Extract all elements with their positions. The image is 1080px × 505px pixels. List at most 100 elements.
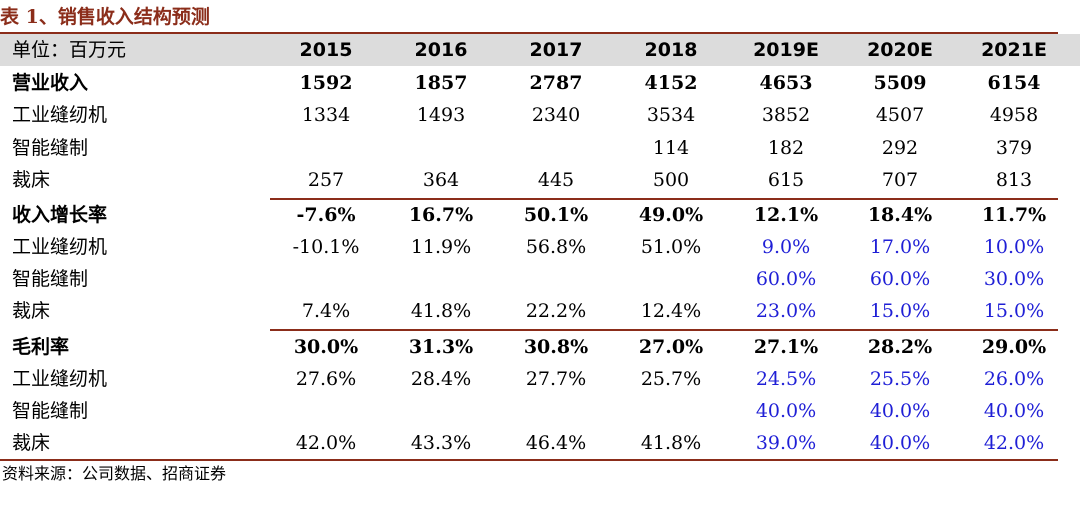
forecast-cell: 60.0% [869,268,931,290]
table-cell: 2787 [529,72,583,94]
table-cell: 56.8% [525,236,587,258]
table-row: 智能缝制 114 182 292 379 [0,132,1080,164]
section-divider [270,329,1058,331]
row-label: 营业收入 [12,72,89,94]
table-cell: 4653 [759,72,813,94]
table-cell: 11.7% [981,204,1047,226]
row-label: 工业缝纫机 [12,104,108,126]
table-row: 裁床 7.4% 41.8% 22.2% 12.4% 23.0% 15.0% 15… [0,295,1080,327]
table-cell [501,132,611,164]
row-label: 智能缝制 [12,400,89,422]
forecast-cell: 23.0% [755,300,817,322]
source-note: 资料来源：公司数据、招商证券 [2,464,227,483]
table-title: 表 1、销售收入结构预测 [0,6,210,28]
table-cell: 1592 [299,72,353,94]
table-cell: 27.0% [638,336,704,358]
table-cell: 6154 [987,72,1041,94]
row-label: 裁床 [12,300,51,322]
table-cell: 445 [537,169,575,191]
table-cell: 3852 [761,104,811,126]
row-label: 裁床 [12,169,51,191]
table-row: 工业缝纫机 1334 1493 2340 3534 3852 4507 4958 [0,99,1080,131]
table-row: 收入增长率 -7.6% 16.7% 50.1% 49.0% 12.1% 18.4… [0,199,1080,231]
table-cell: 11.9% [410,236,472,258]
unit-label: 单位：百万元 [12,39,127,61]
row-label: 收入增长率 [12,204,108,226]
table-cell: 30.0% [293,336,359,358]
table-row: 营业收入 1592 1857 2787 4152 4653 5509 6154 [0,67,1080,99]
table-cell [501,263,611,295]
forecast-cell: 40.0% [869,432,931,454]
forecast-cell: 39.0% [755,432,817,454]
table-cell: 1334 [301,104,351,126]
table-cell: 615 [767,169,805,191]
table-cell: 28.2% [867,336,933,358]
forecast-cell: 40.0% [869,400,931,422]
table-cell: 27.6% [295,368,357,390]
table-cell: 1493 [416,104,466,126]
table-cell: 5509 [873,72,927,94]
bottom-rule [0,459,1058,461]
table-cell [271,132,381,164]
table-cell: 51.0% [640,236,702,258]
header-year: 2015 [299,39,353,61]
table-cell: 707 [881,169,919,191]
table-cell: 18.4% [867,204,933,226]
section-divider [270,198,1058,200]
forecast-cell: 40.0% [755,400,817,422]
table-cell: -10.1% [292,236,360,258]
row-label: 裁床 [12,432,51,454]
row-label: 智能缝制 [12,268,89,290]
table-cell [616,263,726,295]
forecast-cell: 9.0% [761,236,811,258]
table-cell: 257 [307,169,345,191]
table-cell: 2340 [531,104,581,126]
table-cell: 4507 [875,104,925,126]
table-cell: 49.0% [638,204,704,226]
table-cell: 41.8% [640,432,702,454]
table-cell: 4958 [989,104,1039,126]
row-label: 毛利率 [12,336,70,358]
table-cell: 500 [652,169,690,191]
table-row: 智能缝制 60.0% 60.0% 30.0% [0,263,1080,295]
table-cell: 41.8% [410,300,472,322]
table-cell [501,395,611,427]
table-cell: 114 [652,137,690,159]
table-cell: 46.4% [525,432,587,454]
forecast-cell: 40.0% [983,400,1045,422]
table-cell [386,395,496,427]
table-cell: 813 [995,169,1033,191]
forecast-cell: 26.0% [983,368,1045,390]
table-cell [386,132,496,164]
table-cell: 12.4% [640,300,702,322]
table-cell [616,395,726,427]
forecast-cell: 15.0% [869,300,931,322]
header-year: 2016 [414,39,468,61]
row-label: 智能缝制 [12,137,89,159]
table-cell: 16.7% [408,204,474,226]
header-year: 2020E [867,39,933,61]
table-row: 裁床 257 364 445 500 615 707 813 [0,164,1080,196]
forecast-cell: 42.0% [983,432,1045,454]
row-label: 工业缝纫机 [12,236,108,258]
table-cell: 379 [995,137,1033,159]
table-cell: 4152 [644,72,698,94]
top-rule [0,32,1058,34]
header-year: 2019E [753,39,819,61]
forecast-cell: 25.5% [869,368,931,390]
table-row: 工业缝纫机 -10.1% 11.9% 56.8% 51.0% 9.0% 17.0… [0,231,1080,263]
table-row: 裁床 42.0% 43.3% 46.4% 41.8% 39.0% 40.0% 4… [0,427,1080,459]
table-cell: 27.1% [753,336,819,358]
table-cell: 50.1% [523,204,589,226]
table-cell: 30.8% [523,336,589,358]
header-year: 2021E [981,39,1047,61]
table-cell: 22.2% [525,300,587,322]
forecast-cell: 17.0% [869,236,931,258]
table-cell: 364 [422,169,460,191]
forecast-cell: 60.0% [755,268,817,290]
table-cell: 43.3% [410,432,472,454]
table-cell: 25.7% [640,368,702,390]
table-cell: 292 [881,137,919,159]
forecast-cell: 10.0% [983,236,1045,258]
table-cell [386,263,496,295]
